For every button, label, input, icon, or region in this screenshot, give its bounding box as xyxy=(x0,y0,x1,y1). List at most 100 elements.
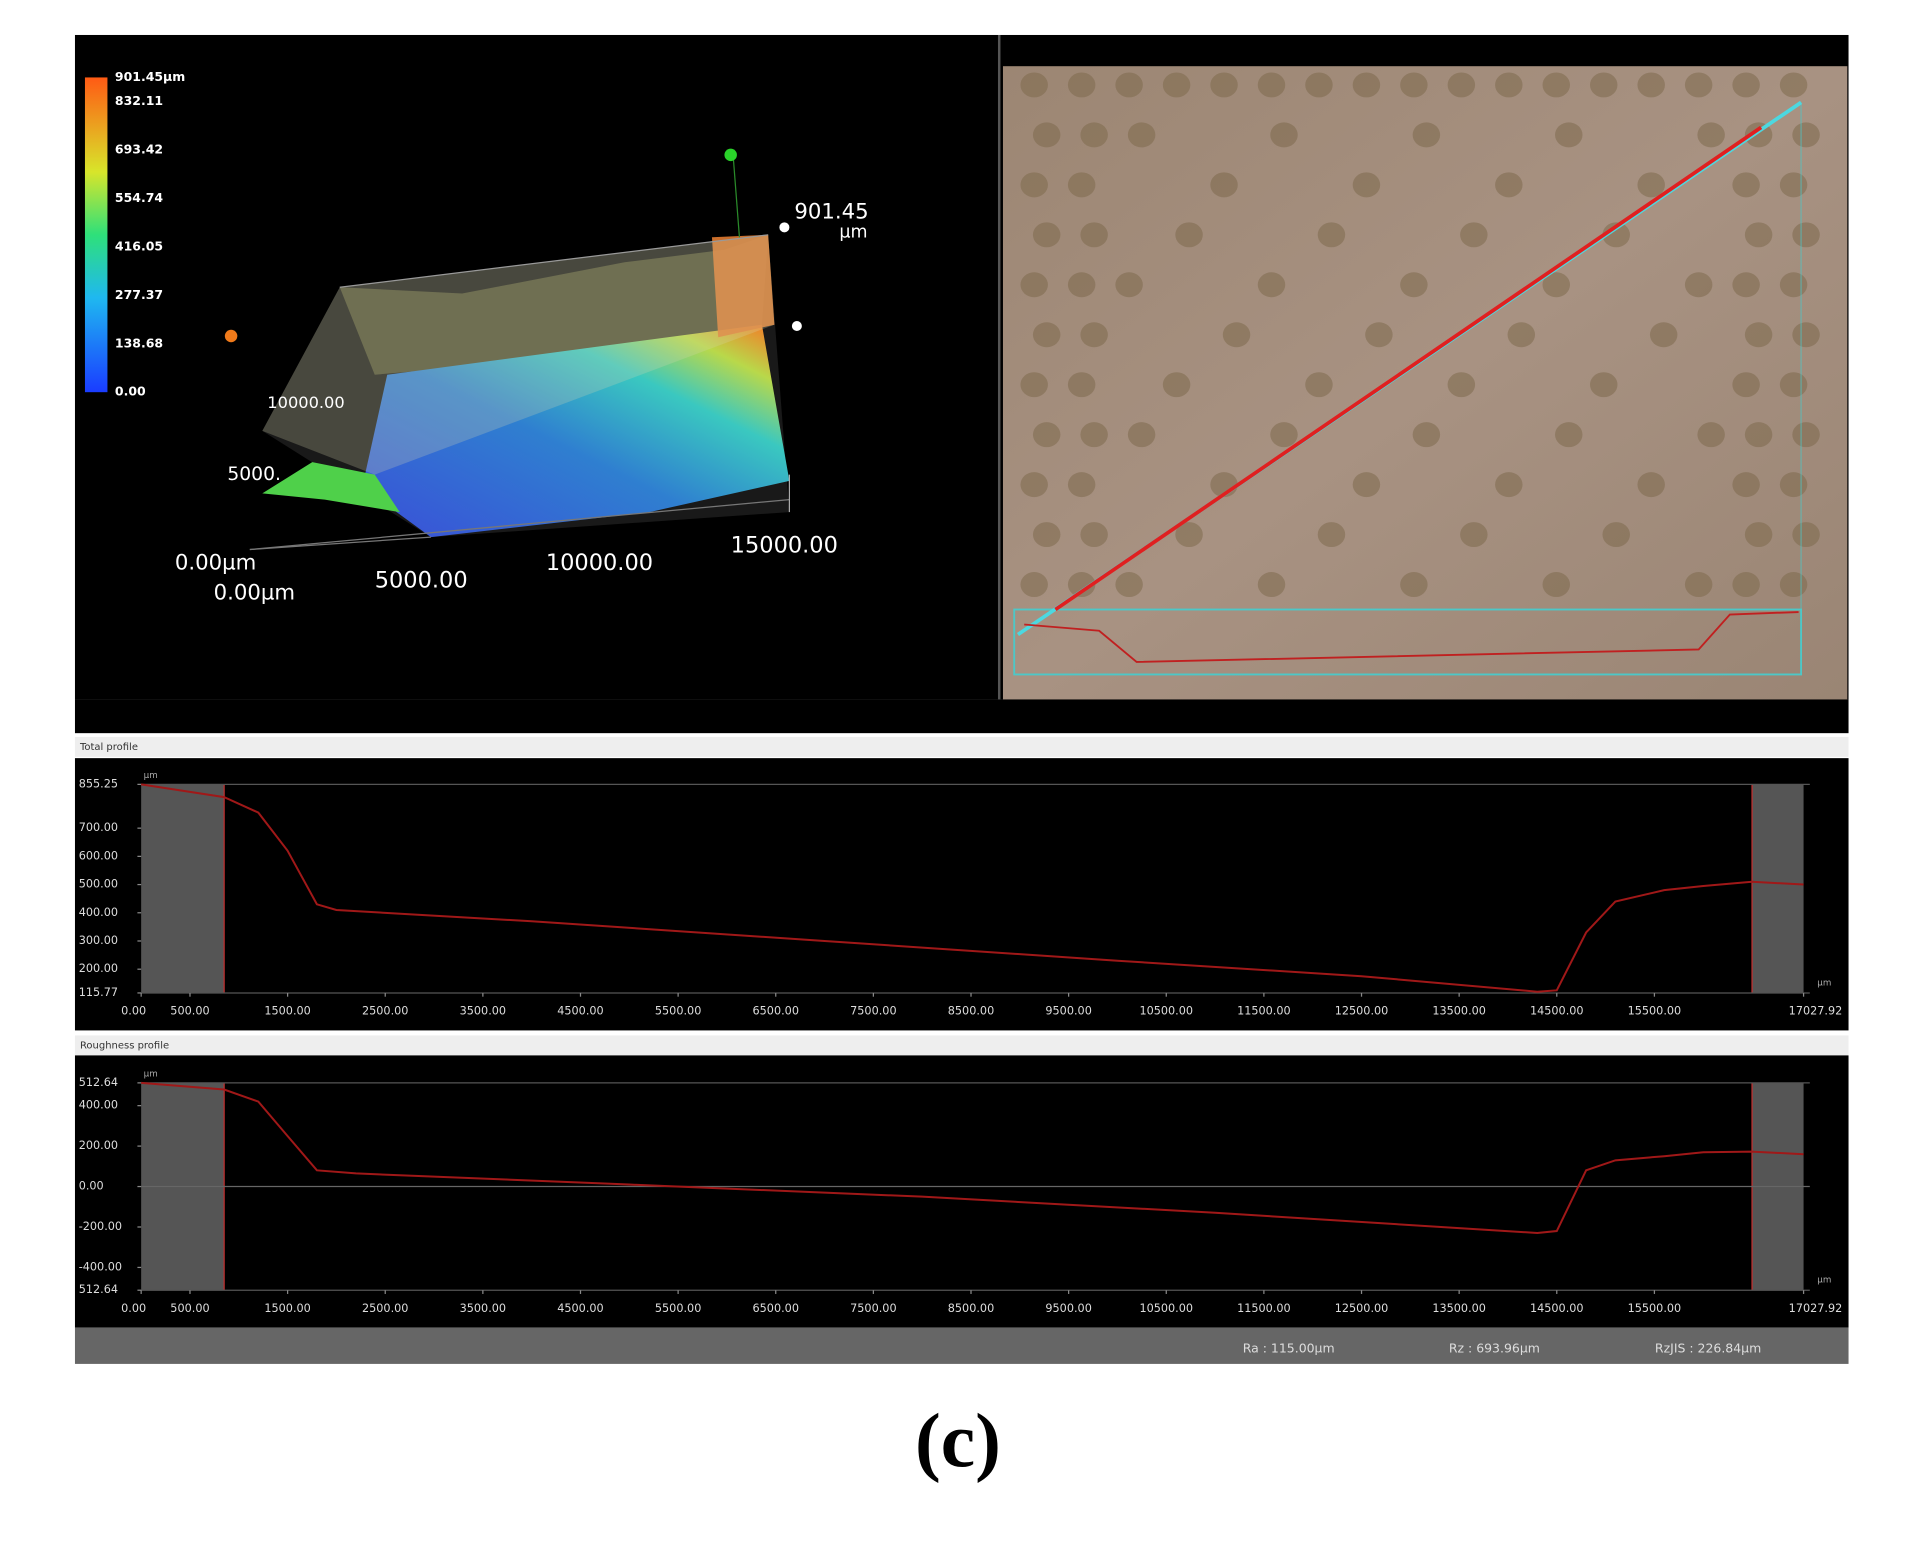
x-tick-label: 8500.00 xyxy=(948,1005,994,1018)
photo-blob xyxy=(1744,522,1773,548)
photo-blob xyxy=(1732,172,1760,198)
surface-floor xyxy=(362,324,790,538)
y-tick-label: 400.00 xyxy=(79,1099,118,1112)
status-bar xyxy=(74,1327,1849,1364)
photo-blob xyxy=(1637,472,1665,498)
x-tick-label: 500.00 xyxy=(170,1005,209,1018)
x-tick-label: 4500.00 xyxy=(557,1302,603,1315)
photo-blob xyxy=(1080,422,1108,448)
x-tick-label: 1500.00 xyxy=(264,1005,310,1018)
photo-blob xyxy=(1162,72,1191,98)
photo-blob xyxy=(1792,222,1820,248)
surface-ridge xyxy=(262,462,400,513)
photo-blob xyxy=(1744,222,1773,248)
y-tick-label: 600.00 xyxy=(79,849,118,862)
photo-blob xyxy=(1067,472,1096,498)
axis-label-3d: 5000.00 xyxy=(375,567,468,593)
photo-blob xyxy=(1115,572,1143,598)
photo-blob xyxy=(1779,572,1808,598)
photo-blob xyxy=(1020,172,1048,198)
x-tick-label: 1500.00 xyxy=(264,1302,310,1315)
x-tick-label: 14500.00 xyxy=(1530,1302,1584,1315)
x-tick-label: 17027.92 xyxy=(1789,1302,1843,1315)
photo-blob xyxy=(1115,272,1143,298)
photo-blob xyxy=(1412,422,1441,448)
handle[interactable] xyxy=(724,148,737,162)
photo-blob xyxy=(1127,422,1156,448)
x-tick-label: 9500.00 xyxy=(1045,1005,1091,1018)
x-tick-label: 6500.00 xyxy=(753,1005,799,1018)
photo-blob xyxy=(1602,222,1630,248)
photo-blob xyxy=(1080,222,1108,248)
photo-blob xyxy=(1175,222,1203,248)
photo-blob xyxy=(1495,72,1523,98)
photo-blob xyxy=(1222,322,1251,348)
colorbar-label: 0.00 xyxy=(115,384,146,399)
x-tick-label: 5500.00 xyxy=(655,1302,701,1315)
photo-blob xyxy=(1542,272,1571,298)
handle[interactable] xyxy=(224,329,238,343)
toolbar-strip xyxy=(74,699,1849,734)
photo-blob xyxy=(1732,72,1760,98)
photo-blob xyxy=(1257,272,1286,298)
photo-blob xyxy=(1400,272,1428,298)
photo-blob xyxy=(1067,272,1096,298)
photo-blob xyxy=(1127,122,1156,148)
photo-blob xyxy=(1257,72,1286,98)
photo-blob xyxy=(1020,372,1048,398)
axis-label-3d: 0.00µm xyxy=(214,580,295,605)
x-tick-label: 10500.00 xyxy=(1139,1302,1193,1315)
photo-blob xyxy=(1270,122,1298,148)
axis-label-3d: 5000. xyxy=(227,464,281,485)
y-tick-label: 115.77 xyxy=(79,986,118,999)
x-tick-label: 500.00 xyxy=(170,1302,209,1315)
handle[interactable] xyxy=(779,222,790,233)
profile-line xyxy=(141,1081,1804,1235)
profile-line xyxy=(141,783,1804,993)
photo-blob xyxy=(1495,472,1523,498)
box-edge xyxy=(339,234,769,288)
photo-blob xyxy=(1020,572,1048,598)
y-unit: µm xyxy=(144,771,158,781)
y-tick-label: 200.00 xyxy=(79,1139,118,1152)
x-tick-label: 5500.00 xyxy=(655,1005,701,1018)
colorbar-label: 416.05 xyxy=(115,238,163,253)
section-header xyxy=(74,1035,1849,1056)
colorbar-label: 138.68 xyxy=(115,335,163,350)
photo-blob xyxy=(1732,572,1760,598)
x-tick-label: 9500.00 xyxy=(1045,1302,1091,1315)
x-tick-label: 2500.00 xyxy=(362,1302,408,1315)
surface-plane xyxy=(262,234,775,475)
colorbar-label: 277.37 xyxy=(115,287,163,302)
photo-blob xyxy=(1400,572,1428,598)
y-tick-label: -200.00 xyxy=(79,1220,122,1233)
photo-blob xyxy=(1542,72,1571,98)
photo-blob xyxy=(1684,272,1713,298)
surface-3d xyxy=(224,148,802,551)
photo-blob xyxy=(1020,472,1048,498)
photo-blob xyxy=(1649,322,1678,348)
photo-blob xyxy=(1210,172,1238,198)
photo-blob xyxy=(1032,422,1061,448)
photo-blob xyxy=(1447,72,1476,98)
photo-blob xyxy=(1589,72,1618,98)
handle[interactable] xyxy=(791,320,802,331)
chart-panel xyxy=(74,1055,1849,1328)
axis-label-3d: 10000.00 xyxy=(546,550,653,576)
measure-line[interactable] xyxy=(1054,125,1763,612)
photo-blob xyxy=(1779,272,1808,298)
photo-blob xyxy=(1684,572,1713,598)
y-tick-label: 512.64 xyxy=(79,1076,118,1089)
chart-title: Roughness profile xyxy=(80,1040,169,1051)
profile-preview xyxy=(1024,611,1799,663)
colorbar-label: 832.11 xyxy=(115,93,163,108)
axis-label-3d: 901.45 xyxy=(794,199,868,224)
photo-blob xyxy=(1352,472,1381,498)
x-unit: µm xyxy=(1817,1276,1831,1286)
photo-blob xyxy=(1697,422,1725,448)
x-tick-label: 3500.00 xyxy=(460,1302,506,1315)
y-tick-label: 500.00 xyxy=(79,878,118,891)
colorbar-label: 693.42 xyxy=(115,142,163,157)
